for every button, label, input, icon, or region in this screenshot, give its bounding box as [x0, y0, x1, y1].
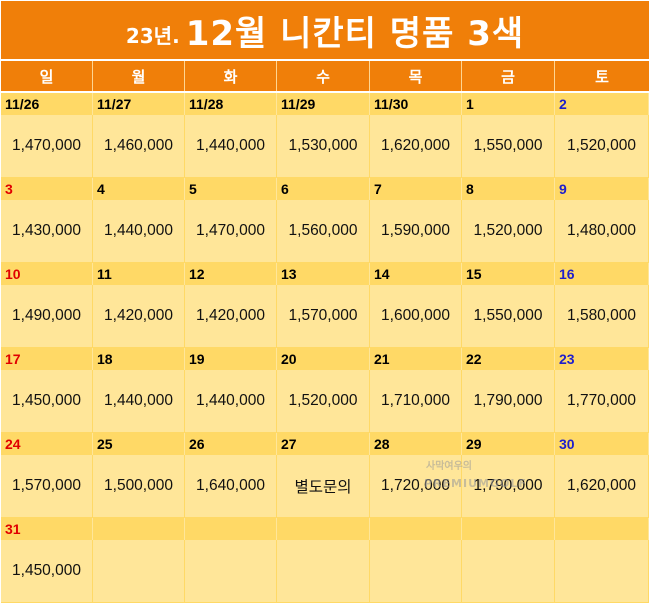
date-cell: 1 [462, 93, 555, 115]
price-cell: 1,420,000 [93, 285, 185, 348]
date-cell: 2 [555, 93, 649, 115]
date-cell: 3 [1, 178, 93, 200]
date-cell: 15 [462, 263, 555, 285]
price-cell: 1,520,000 [555, 115, 649, 178]
price-cell: 1,710,000 [370, 370, 462, 433]
date-cell: 23 [555, 348, 649, 370]
date-cell: 22 [462, 348, 555, 370]
price-cell [555, 540, 649, 603]
date-cell: 26 [185, 433, 277, 455]
date-cell [93, 518, 185, 540]
price-cell: 1,790,000 [462, 370, 555, 433]
price-cell: 1,500,000 [93, 455, 185, 518]
price-cell: 1,430,000 [1, 200, 93, 263]
price-cell: 1,570,000 [277, 285, 370, 348]
date-cell: 16 [555, 263, 649, 285]
price-cell: 1,550,000 [462, 285, 555, 348]
weekday-thu: 목 [370, 61, 462, 91]
price-cell: 1,640,000 [185, 455, 277, 518]
weekday-header: 일 월 화 수 목 금 토 [1, 61, 649, 91]
calendar-grid: 11/26 11/27 11/28 11/29 11/30 1 2 1,470,000 1,46… [1, 93, 649, 603]
weekday-fri: 금 [462, 61, 555, 91]
price-cell: 1,440,000 [185, 370, 277, 433]
date-cell: 18 [93, 348, 185, 370]
price-cell: 1,490,000 [1, 285, 93, 348]
price-cell: 1,560,000 [277, 200, 370, 263]
price-cell: 1,520,000 [462, 200, 555, 263]
price-cell: 1,520,000 [277, 370, 370, 433]
price-cell: 1,470,000 [1, 115, 93, 178]
title-prefix: 23년. [125, 23, 180, 48]
price-cell: 1,590,000 [370, 200, 462, 263]
date-cell: 27 [277, 433, 370, 455]
date-cell: 13 [277, 263, 370, 285]
price-cell: 1,620,000 [555, 455, 649, 518]
date-cell: 11/28 [185, 93, 277, 115]
date-cell: 4 [93, 178, 185, 200]
price-cell: 1,580,000 [555, 285, 649, 348]
price-cell: 1,450,000 [1, 540, 93, 603]
price-cell: 1,530,000 [277, 115, 370, 178]
date-cell: 31 [1, 518, 93, 540]
price-cell: 1,470,000 [185, 200, 277, 263]
price-cell [370, 540, 462, 603]
price-cell: 1,790,000 [462, 455, 555, 518]
date-cell: 11 [93, 263, 185, 285]
price-cell: 1,440,000 [93, 200, 185, 263]
price-cell: 1,440,000 [185, 115, 277, 178]
price-cell: 1,570,000 [1, 455, 93, 518]
date-cell: 28 [370, 433, 462, 455]
price-cell: 1,770,000 [555, 370, 649, 433]
date-cell: 6 [277, 178, 370, 200]
date-cell: 11/26 [1, 93, 93, 115]
date-cell: 21 [370, 348, 462, 370]
price-cell: 1,440,000 [93, 370, 185, 433]
weekday-sun: 일 [1, 61, 93, 91]
date-cell: 25 [93, 433, 185, 455]
date-cell: 11/29 [277, 93, 370, 115]
weekday-mon: 월 [93, 61, 185, 91]
price-cell: 1,450,000 [1, 370, 93, 433]
date-cell: 7 [370, 178, 462, 200]
date-cell [370, 518, 462, 540]
price-cell: 1,420,000 [185, 285, 277, 348]
date-cell: 12 [185, 263, 277, 285]
date-cell [185, 518, 277, 540]
date-cell: 14 [370, 263, 462, 285]
weekday-sat: 토 [555, 61, 649, 91]
price-cell [93, 540, 185, 603]
date-cell [462, 518, 555, 540]
date-cell: 11/30 [370, 93, 462, 115]
weekday-tue: 화 [185, 61, 277, 91]
date-cell [555, 518, 649, 540]
date-cell: 24 [1, 433, 93, 455]
price-cell [462, 540, 555, 603]
date-cell: 9 [555, 178, 649, 200]
date-cell: 5 [185, 178, 277, 200]
price-cell: 1,480,000 [555, 200, 649, 263]
date-cell: 8 [462, 178, 555, 200]
price-cell [277, 540, 370, 603]
price-cell: 1,720,000 [370, 455, 462, 518]
price-cell: 1,460,000 [93, 115, 185, 178]
date-cell: 19 [185, 348, 277, 370]
title-main: 12월 니칸티 명품 3색 [185, 13, 525, 54]
date-cell: 30 [555, 433, 649, 455]
price-cell: 1,620,000 [370, 115, 462, 178]
weekday-wed: 수 [277, 61, 370, 91]
price-cell: 별도문의 [277, 455, 370, 518]
price-cell: 1,600,000 [370, 285, 462, 348]
date-cell: 29 [462, 433, 555, 455]
price-cell [185, 540, 277, 603]
date-cell: 10 [1, 263, 93, 285]
date-cell: 17 [1, 348, 93, 370]
date-cell: 20 [277, 348, 370, 370]
price-cell: 1,550,000 [462, 115, 555, 178]
date-cell [277, 518, 370, 540]
date-cell: 11/27 [93, 93, 185, 115]
page-title: 23년. 12월 니칸티 명품 3색 [1, 1, 649, 59]
